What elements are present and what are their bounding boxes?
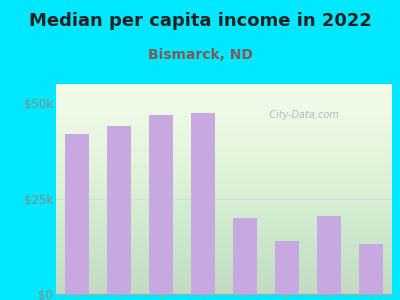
Bar <box>192 112 214 294</box>
Bar <box>234 218 256 294</box>
Bar <box>150 115 172 294</box>
Text: Bismarck, ND: Bismarck, ND <box>148 48 252 62</box>
Text: Median per capita income in 2022: Median per capita income in 2022 <box>28 12 372 30</box>
Text: City-Data.com: City-Data.com <box>263 110 339 121</box>
Bar <box>108 126 130 294</box>
Bar <box>66 134 88 294</box>
Bar <box>276 241 298 294</box>
Bar <box>360 244 382 294</box>
Bar <box>318 216 340 294</box>
